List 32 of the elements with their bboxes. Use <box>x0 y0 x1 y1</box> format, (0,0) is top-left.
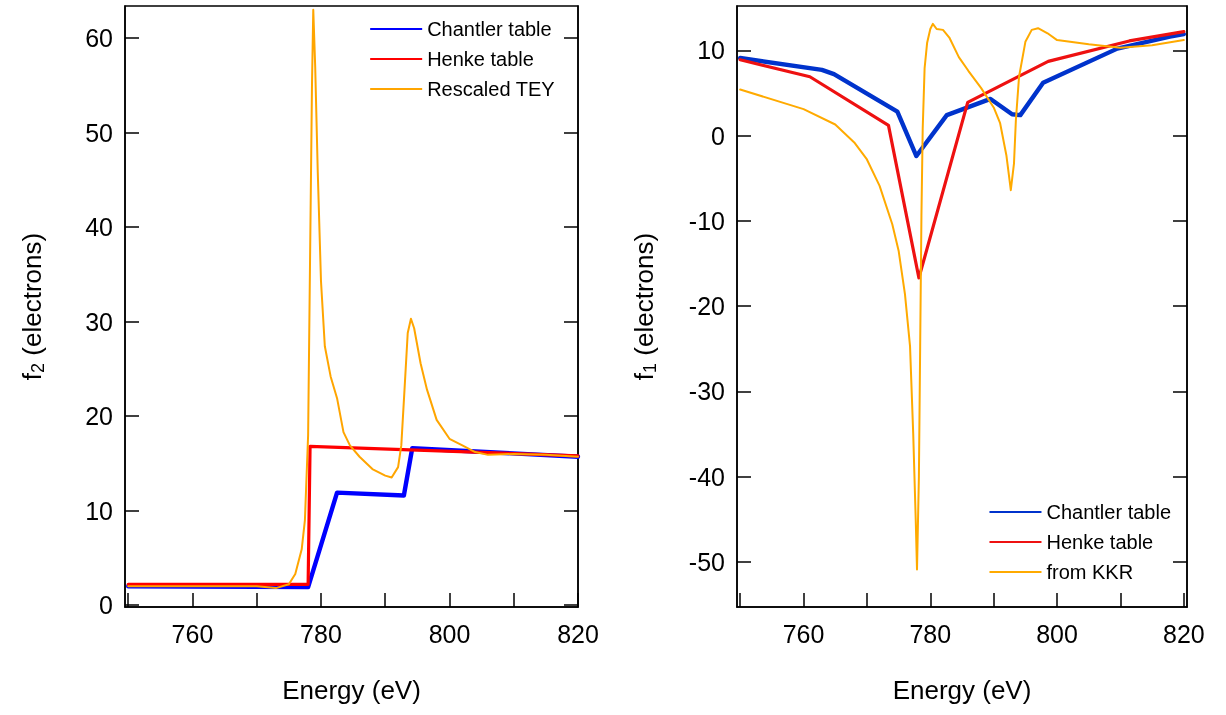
y-tick-label: -50 <box>688 547 725 576</box>
x-axis-title: Energy (eV) <box>892 675 1032 705</box>
x-tick-label: 820 <box>557 619 599 648</box>
y-tick-label: 0 <box>711 121 725 150</box>
y-tick-label: -30 <box>688 377 725 406</box>
y-axis-title: f2 (electrons) <box>17 232 48 381</box>
legend-label: Henke table <box>1046 531 1154 553</box>
x-tick-label: 780 <box>300 619 342 648</box>
x-tick-label: 760 <box>171 619 214 648</box>
x-tick-label: 800 <box>1036 619 1078 648</box>
legend-label: Henke table <box>427 48 534 70</box>
y-tick-label: 50 <box>85 118 113 147</box>
y-tick-label: -10 <box>688 206 725 235</box>
y-tick-label: 20 <box>85 402 113 431</box>
x-axis-title: Energy (eV) <box>282 675 421 705</box>
y-tick-label: 10 <box>85 496 113 525</box>
legend-label: from KKR <box>1046 561 1134 583</box>
y-tick-label: 40 <box>85 213 113 242</box>
y-tick-label: -20 <box>688 292 725 321</box>
x-tick-label: 760 <box>782 619 825 648</box>
y-tick-label: -40 <box>688 462 725 491</box>
x-tick-label: 820 <box>1162 619 1205 648</box>
legend-label: Chantler table <box>427 18 552 40</box>
x-tick-label: 780 <box>909 619 952 648</box>
legend-label: Rescaled TEY <box>427 78 555 100</box>
legend-label: Chantler table <box>1046 501 1172 523</box>
y-axis-title: f1 (electrons) <box>629 232 660 381</box>
y-tick-label: 0 <box>99 591 113 620</box>
y-tick-label: 10 <box>697 36 725 65</box>
y-tick-label: 60 <box>85 24 113 53</box>
y-tick-label: 30 <box>85 307 113 336</box>
x-tick-label: 800 <box>428 619 471 648</box>
